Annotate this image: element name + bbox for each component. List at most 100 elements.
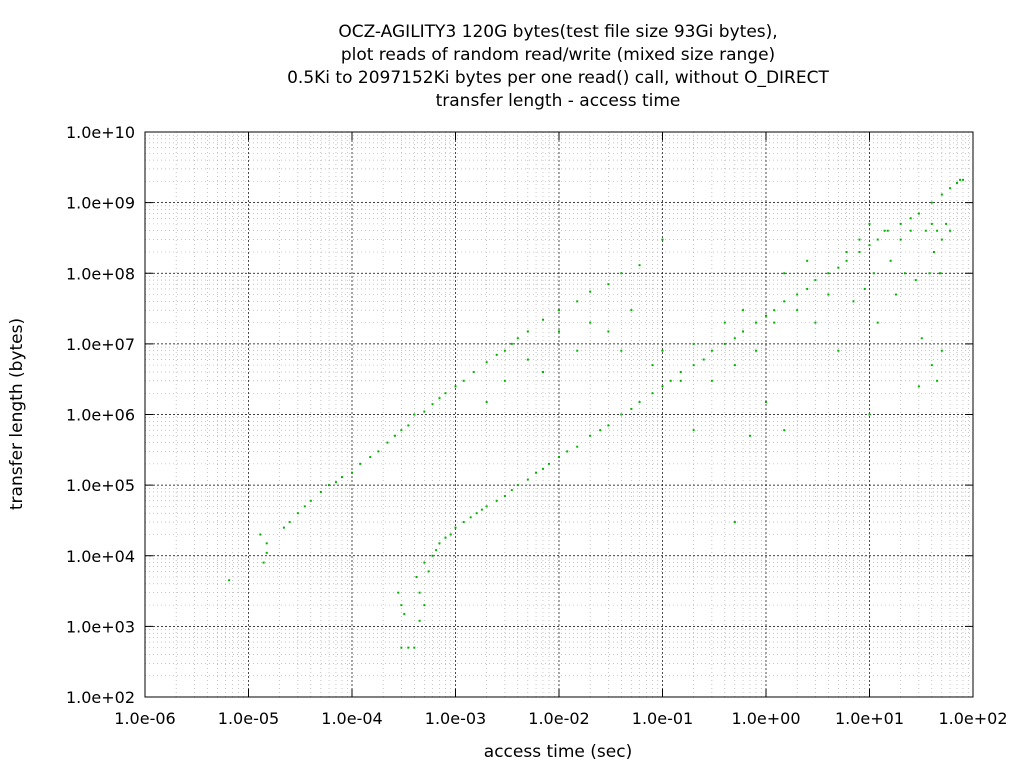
- data-point: [630, 309, 633, 312]
- data-point: [435, 549, 438, 552]
- data-point: [480, 508, 483, 511]
- data-point: [427, 570, 430, 573]
- data-point: [917, 385, 920, 388]
- data-point: [863, 287, 866, 290]
- data-point: [783, 272, 786, 275]
- data-point: [469, 516, 472, 519]
- data-point: [924, 229, 927, 232]
- x-tick-label: 1.0e+00: [731, 709, 800, 728]
- data-point: [748, 434, 751, 437]
- data-point: [723, 342, 726, 345]
- title-line-2: plot reads of random read/write (mixed s…: [341, 45, 775, 65]
- data-point: [558, 309, 560, 312]
- data-point: [939, 272, 942, 275]
- data-point: [949, 229, 952, 232]
- title-line-3: 0.5Ki to 2097152Ki bytes per one read() …: [287, 68, 829, 88]
- data-point: [930, 201, 933, 204]
- x-tick-label: 1.0e-03: [425, 709, 486, 728]
- y-axis-label: transfer length (bytes): [7, 318, 27, 510]
- data-point: [827, 293, 830, 296]
- data-point: [742, 309, 745, 312]
- data-point: [303, 505, 306, 508]
- data-point: [541, 370, 544, 373]
- data-point: [535, 471, 538, 474]
- data-point: [485, 361, 488, 364]
- data-point: [228, 579, 231, 582]
- data-point: [576, 349, 579, 352]
- data-point: [930, 364, 933, 367]
- data-point: [661, 349, 664, 352]
- data-point: [868, 413, 871, 416]
- data-point: [444, 392, 447, 395]
- data-point: [328, 484, 331, 487]
- y-tick-label: 1.0e+04: [66, 547, 135, 566]
- data-point: [503, 379, 506, 382]
- data-point: [651, 392, 654, 395]
- y-tick-label: 1.0e+02: [66, 688, 135, 707]
- data-point: [883, 229, 886, 232]
- data-point: [783, 429, 786, 432]
- data-point: [526, 330, 529, 333]
- data-point: [936, 379, 939, 382]
- data-point: [903, 272, 906, 275]
- data-point: [806, 259, 809, 262]
- data-point: [733, 364, 736, 367]
- data-point: [599, 429, 602, 432]
- data-point: [876, 321, 879, 324]
- data-point: [541, 467, 544, 470]
- data-points: [228, 178, 964, 649]
- title-line-1: OCZ-AGILITY3 120G bytes(test file size 9…: [338, 22, 777, 42]
- data-point: [516, 337, 519, 340]
- data-point: [630, 407, 633, 410]
- data-point: [909, 217, 912, 220]
- data-point: [894, 293, 897, 296]
- data-point: [702, 358, 705, 361]
- data-point: [558, 330, 560, 333]
- data-point: [620, 272, 623, 275]
- data-point: [733, 521, 736, 524]
- data-point: [288, 521, 291, 524]
- data-point: [415, 576, 418, 579]
- chart-title: OCZ-AGILITY3 120G bytes(test file size 9…: [287, 22, 829, 111]
- data-point: [733, 337, 736, 340]
- data-point: [679, 379, 682, 382]
- x-tick-label: 1.0e-02: [528, 709, 589, 728]
- data-point: [423, 410, 426, 413]
- data-point: [852, 300, 855, 303]
- data-point: [576, 300, 579, 303]
- data-point: [334, 481, 337, 484]
- data-point: [620, 349, 623, 352]
- data-point: [651, 364, 654, 367]
- data-point: [558, 456, 560, 459]
- data-point: [423, 561, 426, 564]
- data-point: [845, 259, 848, 262]
- data-point: [876, 238, 879, 241]
- data-point: [796, 309, 799, 312]
- data-point: [940, 193, 943, 196]
- data-point: [510, 489, 513, 492]
- data-point: [933, 250, 936, 253]
- data-point: [858, 250, 861, 253]
- data-point: [547, 462, 550, 465]
- x-axis-label: access time (sec): [484, 742, 632, 762]
- data-point: [526, 478, 529, 481]
- data-point: [369, 456, 372, 459]
- data-point: [259, 533, 262, 536]
- data-point: [661, 238, 664, 241]
- data-point: [638, 401, 641, 404]
- data-point: [431, 554, 434, 557]
- data-point: [438, 397, 441, 400]
- y-tick-label: 1.0e+03: [66, 617, 135, 636]
- data-point: [607, 330, 610, 333]
- data-point: [754, 349, 757, 352]
- data-point: [936, 229, 939, 232]
- data-point: [814, 279, 817, 282]
- data-point: [607, 424, 610, 427]
- data-point: [462, 379, 465, 382]
- data-point: [418, 591, 421, 594]
- data-point: [723, 321, 726, 324]
- data-point: [431, 403, 434, 406]
- data-point: [620, 413, 623, 416]
- data-point: [638, 264, 641, 267]
- data-point: [868, 222, 871, 225]
